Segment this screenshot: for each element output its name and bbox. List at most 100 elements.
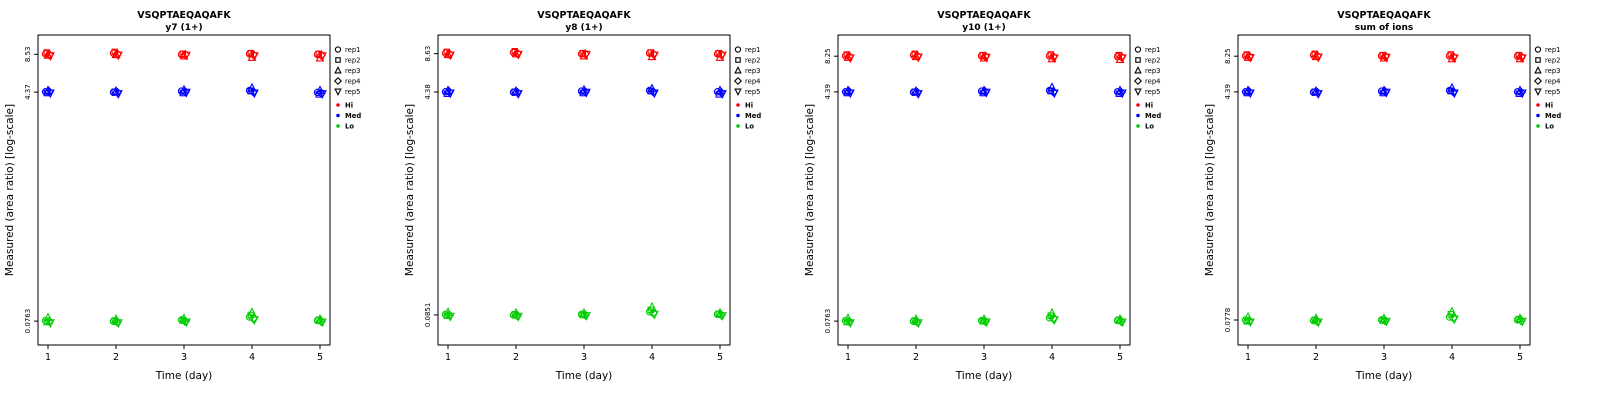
legend: rep1 rep2 rep3 rep4 rep5 Hi Med Lo [333,46,361,131]
legend: rep1 rep2 rep3 rep4 rep5 Hi Med Lo [1533,46,1561,131]
chart-title: VSQPTAEQAQAFK [1337,10,1431,21]
chart-subtitle: y8 (1+) [565,23,602,33]
legend-rep-label: rep5 [745,88,760,96]
x-tick-label: 1 [1245,352,1251,363]
legend-level-label: Hi [345,102,353,110]
x-axis-label: Time (day) [155,370,213,382]
y-axis-label: Measured (area ratio) [log-scale] [4,104,16,276]
legend-rep-label: rep1 [745,46,760,54]
x-tick-label: 2 [513,352,519,363]
legend-rep-label: rep2 [345,57,360,65]
x-tick-label: 4 [1449,352,1455,363]
legend-level-label: Lo [1145,123,1154,131]
chart-panel-sum-of-ions: VSQPTAEQAQAFK sum of ions 8.25 4.39 0.0778 1 2… [1200,0,1600,400]
legend-rep-label: rep4 [745,78,760,86]
legend-rep-label: rep3 [345,67,360,75]
legend-rep-label: rep4 [1545,78,1560,86]
y-tick-label: 0.0763 [824,309,832,334]
legend-rep-label: rep1 [345,46,360,54]
y-tick-label: 8.25 [1224,48,1232,64]
y-axis: 8.53 4.37 0.0763 [24,47,38,334]
x-tick-label: 5 [1517,352,1523,363]
chart-svg-sum-of-ions: VSQPTAEQAQAFK sum of ions 8.25 4.39 0.0778 1 2… [1204,10,1561,382]
legend-level-label: Lo [745,123,754,131]
chart-svg-y8: VSQPTAEQAQAFK y8 (1+) 8.63 4.38 0.0851 1 2 3 4 5 T… [404,10,761,382]
y-tick-label: 4.39 [824,84,832,100]
legend-level-label: Hi [745,102,753,110]
x-axis: 1 2 3 4 5 [445,345,723,363]
legend-rep-label: rep3 [745,67,760,75]
y-axis-label: Measured (area ratio) [log-scale] [804,104,816,276]
legend-rep-label: rep3 [1145,67,1160,75]
x-tick-label: 3 [981,352,987,363]
legend-rep-label: rep2 [745,57,760,65]
legend-rep-label: rep5 [1145,88,1160,96]
chart-subtitle: y7 (1+) [165,23,202,33]
chart-panel-y7: VSQPTAEQAQAFK y7 (1+) 8.53 4.37 0.0763 1 2 3 4 5 T… [0,0,400,400]
x-tick-label: 2 [113,352,119,363]
plot-box [837,34,1131,346]
legend-rep-label: rep2 [1545,57,1560,65]
legend-rep-label: rep4 [345,78,360,86]
y-axis: 8.25 4.39 0.0778 [1224,48,1238,332]
legend-level-label: Med [1545,112,1561,120]
x-axis-label: Time (day) [1355,370,1413,382]
data-points [41,48,327,329]
y-tick-label: 4.39 [1224,84,1232,100]
y-tick-label: 4.37 [24,84,32,100]
chart-panel-y8: VSQPTAEQAQAFK y8 (1+) 8.63 4.38 0.0851 1 2 3 4 5 T… [400,0,800,400]
legend-rep-label: rep1 [1545,46,1560,54]
legend: rep1 rep2 rep3 rep4 rep5 Hi Med Lo [1133,46,1161,131]
plot-box [37,34,331,346]
chart-svg-y10: VSQPTAEQAQAFK y10 (1+) 8.25 4.39 0.0763 1 2 3 4 5… [804,10,1161,382]
data-points [441,48,727,322]
legend-level-label: Lo [1545,123,1554,131]
y-tick-label: 8.25 [824,48,832,64]
y-axis: 8.63 4.38 0.0851 [424,46,438,327]
x-tick-label: 1 [445,352,451,363]
legend-rep-label: rep3 [1545,67,1560,75]
x-tick-label: 5 [1117,352,1123,363]
y-tick-label: 0.0763 [24,309,32,334]
legend-rep-label: rep4 [1145,78,1160,86]
x-axis-label: Time (day) [955,370,1013,382]
y-axis-label: Measured (area ratio) [log-scale] [404,104,416,276]
x-axis: 1 2 3 4 5 [1245,345,1523,363]
legend-level-label: Med [345,112,361,120]
chart-panel-y10: VSQPTAEQAQAFK y10 (1+) 8.25 4.39 0.0763 1 2 3 4 5… [800,0,1200,400]
plot-box [1237,34,1531,346]
chart-title: VSQPTAEQAQAFK [137,10,231,21]
data-points [841,50,1127,329]
x-tick-label: 1 [45,352,51,363]
x-tick-label: 3 [581,352,587,363]
legend-level-label: Hi [1545,102,1553,110]
y-axis: 8.25 4.39 0.0763 [824,48,838,333]
x-tick-label: 2 [913,352,919,363]
x-tick-label: 4 [1049,352,1055,363]
x-tick-label: 1 [845,352,851,363]
legend-level-label: Med [1145,112,1161,120]
y-tick-label: 8.53 [24,47,32,63]
x-tick-label: 2 [1313,352,1319,363]
chart-title: VSQPTAEQAQAFK [537,10,631,21]
x-axis-label: Time (day) [555,370,613,382]
y-tick-label: 0.0778 [1224,308,1232,333]
chart-title: VSQPTAEQAQAFK [937,10,1031,21]
plot-box [437,34,731,346]
x-tick-label: 3 [181,352,187,363]
chart-svg-y7: VSQPTAEQAQAFK y7 (1+) 8.53 4.37 0.0763 1 2 3 4 5 T… [4,10,361,382]
x-tick-label: 5 [317,352,323,363]
legend-level-label: Hi [1145,102,1153,110]
x-tick-label: 4 [649,352,655,363]
y-tick-label: 4.38 [424,84,432,100]
legend-level-label: Lo [345,123,354,131]
legend-rep-label: rep5 [1545,88,1560,96]
chart-subtitle: sum of ions [1355,23,1414,33]
x-tick-label: 3 [1381,352,1387,363]
legend-rep-label: rep5 [345,88,360,96]
y-tick-label: 8.63 [424,46,432,62]
data-points [1241,50,1527,328]
chart-subtitle: y10 (1+) [962,23,1006,33]
legend-rep-label: rep1 [1145,46,1160,54]
